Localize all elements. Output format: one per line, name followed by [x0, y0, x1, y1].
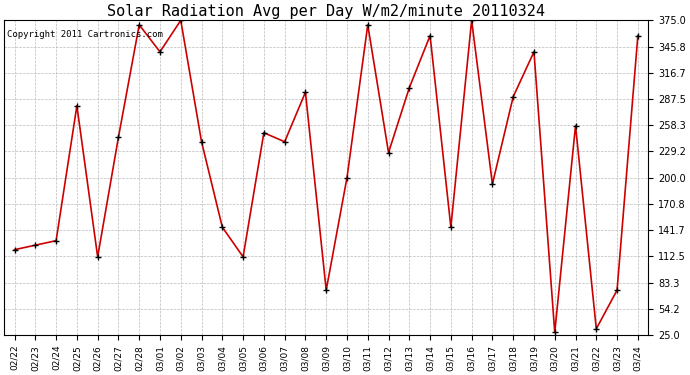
Title: Solar Radiation Avg per Day W/m2/minute 20110324: Solar Radiation Avg per Day W/m2/minute …	[107, 4, 545, 19]
Text: Copyright 2011 Cartronics.com: Copyright 2011 Cartronics.com	[8, 30, 164, 39]
